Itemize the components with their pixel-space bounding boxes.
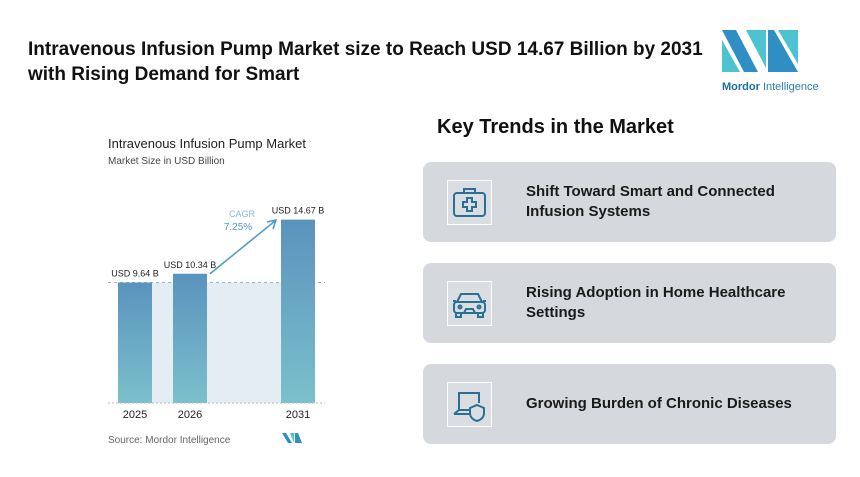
trend-card: Shift Toward Smart and Connected Infusio… <box>423 162 836 242</box>
data-label: USD 10.34 B <box>164 260 217 270</box>
chart-title: Intravenous Infusion Pump Market <box>108 136 306 151</box>
trend-label: Growing Burden of Chronic Diseases <box>526 395 792 412</box>
bar-2025 <box>118 282 152 403</box>
x-tick-label: 2031 <box>286 409 310 421</box>
data-label: USD 9.64 B <box>111 269 159 279</box>
cagr-arrow <box>209 218 278 275</box>
trend-card: Growing Burden of Chronic Diseases <box>423 364 836 444</box>
cagr-value: 7.25% <box>224 222 252 233</box>
data-label: USD 14.67 B <box>272 206 325 216</box>
logo-text: Intelligence <box>759 81 819 93</box>
trend-label: Shift Toward Smart and Connected Infusio… <box>526 183 775 220</box>
trend-card: Rising Adoption in Home Healthcare Setti… <box>423 263 836 343</box>
chart-source: Source: Mordor Intelligence <box>108 435 231 446</box>
laptop-shield-icon <box>447 382 492 427</box>
mordor-logo-icon <box>722 30 798 72</box>
car-icon <box>447 281 492 326</box>
x-tick-label: 2026 <box>178 409 202 421</box>
bar-2026 <box>173 273 207 403</box>
market-chart: Intravenous Infusion Pump Market Market … <box>108 136 325 446</box>
source-logo-icon <box>282 433 302 443</box>
logo-text-bold: Mordor <box>722 81 760 93</box>
trend-label: Rising Adoption in Home Healthcare Setti… <box>526 284 786 321</box>
cagr-label: CAGR <box>229 209 256 219</box>
medical-kit-icon <box>447 180 492 225</box>
mordor-logo: Mordor Intelligence <box>722 30 822 93</box>
band-area <box>152 282 281 403</box>
page-title: Intravenous Infusion Pump Market size to… <box>28 39 703 85</box>
bar-2031 <box>281 219 315 403</box>
x-tick-label: 2025 <box>123 409 147 421</box>
key-trends-title: Key Trends in the Market <box>437 116 674 138</box>
chart-subtitle: Market Size in USD Billion <box>108 156 225 167</box>
